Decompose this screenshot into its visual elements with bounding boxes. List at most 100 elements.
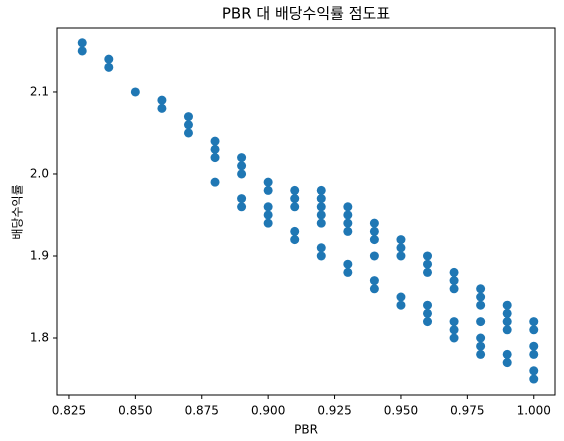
- point: [476, 292, 486, 302]
- point: [104, 54, 114, 64]
- point: [369, 284, 379, 294]
- y-axis-label: 배당수익률: [11, 184, 25, 239]
- point: [423, 317, 433, 327]
- point: [316, 218, 326, 228]
- point: [476, 317, 486, 327]
- point: [343, 226, 353, 236]
- point: [449, 267, 459, 277]
- point: [396, 300, 406, 310]
- y-tick-label: 1.8: [30, 331, 49, 345]
- y-tick-label: 2.1: [30, 84, 49, 98]
- point: [369, 251, 379, 261]
- point: [290, 226, 300, 236]
- point: [290, 202, 300, 212]
- point: [369, 276, 379, 286]
- plot-frame: [56, 27, 556, 396]
- point: [502, 308, 512, 318]
- point: [449, 333, 459, 343]
- point: [316, 210, 326, 220]
- point: [423, 308, 433, 318]
- point: [237, 161, 247, 171]
- point: [423, 267, 433, 277]
- point: [343, 210, 353, 220]
- point: [210, 144, 220, 154]
- point: [263, 218, 273, 228]
- point: [529, 349, 539, 359]
- x-tick-label: 0.900: [251, 404, 285, 418]
- point: [237, 169, 247, 179]
- point: [369, 218, 379, 228]
- point: [157, 103, 167, 113]
- point: [316, 202, 326, 212]
- point: [343, 267, 353, 277]
- point: [104, 62, 114, 72]
- y-tick-label: 1.9: [30, 248, 49, 262]
- x-tick-label: 0.875: [185, 404, 219, 418]
- point: [290, 194, 300, 204]
- x-tick-label: 0.975: [450, 404, 484, 418]
- point: [316, 185, 326, 195]
- point: [263, 177, 273, 187]
- x-tick-label: 1.000: [517, 404, 551, 418]
- point: [396, 235, 406, 245]
- point: [502, 300, 512, 310]
- point: [210, 136, 220, 146]
- point: [423, 251, 433, 261]
- point: [449, 276, 459, 286]
- point: [263, 185, 273, 195]
- x-tick-label: 0.850: [118, 404, 152, 418]
- point: [476, 349, 486, 359]
- point: [343, 218, 353, 228]
- point: [423, 300, 433, 310]
- x-tick-label: 0.825: [52, 404, 86, 418]
- point: [396, 243, 406, 253]
- point: [237, 194, 247, 204]
- point: [502, 358, 512, 368]
- x-tick-label: 0.925: [317, 404, 351, 418]
- point: [290, 235, 300, 245]
- y-tick-label: 2.0: [30, 166, 49, 180]
- point: [449, 284, 459, 294]
- point: [343, 202, 353, 212]
- point: [449, 325, 459, 335]
- point: [529, 341, 539, 351]
- chart-title: PBR 대 배당수익률 점도표: [222, 5, 390, 23]
- point: [369, 235, 379, 245]
- point: [529, 325, 539, 335]
- point: [237, 153, 247, 163]
- point: [130, 87, 140, 97]
- point: [369, 226, 379, 236]
- point: [476, 284, 486, 294]
- point: [290, 185, 300, 195]
- point: [263, 210, 273, 220]
- point: [237, 202, 247, 212]
- x-tick-label: 0.950: [384, 404, 418, 418]
- point: [396, 292, 406, 302]
- point: [316, 194, 326, 204]
- point: [449, 317, 459, 327]
- point: [502, 325, 512, 335]
- point: [183, 128, 193, 138]
- point: [502, 349, 512, 359]
- point: [476, 341, 486, 351]
- point: [77, 46, 87, 56]
- point: [476, 300, 486, 310]
- point: [529, 317, 539, 327]
- point: [316, 243, 326, 253]
- point: [210, 153, 220, 163]
- point: [263, 202, 273, 212]
- point: [529, 366, 539, 376]
- point: [316, 251, 326, 261]
- point: [183, 112, 193, 122]
- point: [157, 95, 167, 105]
- point: [396, 251, 406, 261]
- point: [529, 374, 539, 384]
- point: [343, 259, 353, 269]
- point: [77, 38, 87, 48]
- point: [183, 120, 193, 130]
- point: [476, 333, 486, 343]
- point: [210, 177, 220, 187]
- point: [423, 259, 433, 269]
- x-axis-label: PBR: [294, 423, 318, 437]
